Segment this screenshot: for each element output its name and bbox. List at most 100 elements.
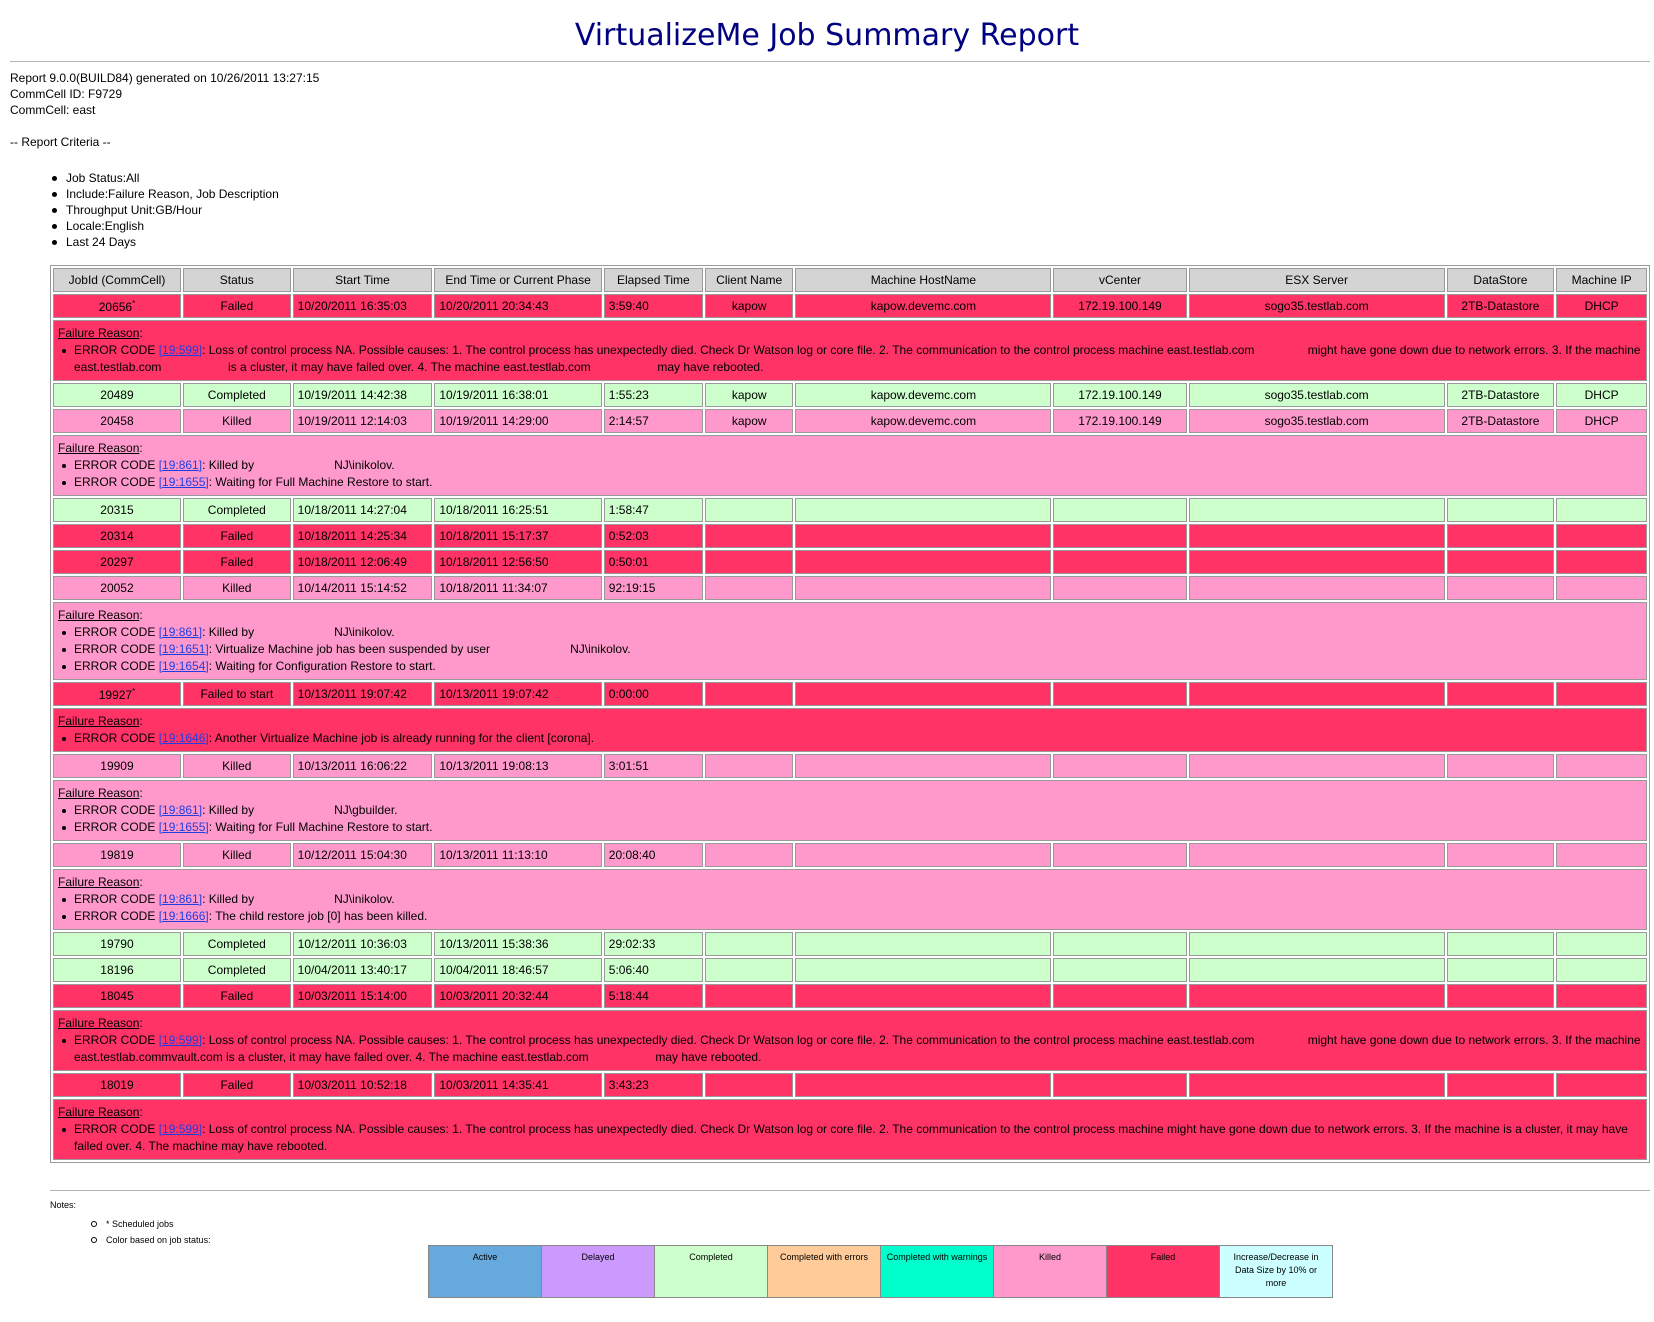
note-item: * Scheduled jobs [90,1216,211,1232]
error-code-link[interactable]: [19:861] [158,625,203,639]
job-id-text: 19909 [100,759,134,773]
start-time-cell: 10/03/2011 15:14:00 [292,984,433,1008]
error-message: : Killed by NJ\inikolov. [202,892,395,906]
title-divider [10,61,1650,62]
criteria-item: Job Status:All [50,170,279,186]
error-code-link[interactable]: [19:1655] [158,475,209,489]
job-id-text: 20656 [98,299,133,314]
status-cell: Killed [182,409,291,433]
column-header-datastore[interactable]: DataStore [1446,268,1555,292]
error-list: ERROR CODE [19:861]: Killed by NJ\inikol… [58,457,1642,491]
note-item: Color based on job status: [90,1232,211,1248]
column-header-jobid[interactable]: JobId (CommCell) [53,268,181,292]
error-code-link[interactable]: [19:599] [158,1033,203,1047]
failure-reason-cell: Failure Reason: ERROR CODE [19:599]: Loss… [53,1099,1647,1160]
failure-reason-heading: Failure Reason: [58,1105,143,1119]
column-header-start-time[interactable]: Start Time [292,268,433,292]
end-time-cell: 10/18/2011 11:34:07 [434,576,602,600]
error-code-value: 19:861 [162,892,199,906]
machine-hostname-cell [795,550,1052,574]
error-code-value: 19:861 [162,803,199,817]
status-cell: Failed [182,1073,291,1097]
column-header-machine-hostname[interactable]: Machine HostName [795,268,1052,292]
table-row: 19927* Failed to start 10/13/2011 19:07:42… [53,682,1647,706]
datastore-cell [1446,932,1555,956]
esx-server-cell [1188,1073,1445,1097]
machine-hostname-cell [795,682,1052,706]
criteria-item: Throughput Unit:GB/Hour [50,202,279,218]
esx-server-cell [1188,958,1445,982]
error-code-link[interactable]: [19:1666] [158,909,209,923]
job-id-text: 20458 [100,414,134,428]
datastore-cell [1446,984,1555,1008]
elapsed-time-cell: 3:01:51 [603,754,703,778]
error-message: : Virtualize Machine job has been suspen… [208,642,631,656]
column-header-status[interactable]: Status [182,268,291,292]
error-message: : Killed by NJ\inikolov. [202,458,395,472]
esx-server-cell [1188,576,1445,600]
error-code-link[interactable]: [19:599] [158,1122,203,1136]
job-id-cell: 19819 [53,843,181,867]
status-cell: Killed [182,576,291,600]
error-code-link[interactable]: [19:1651] [158,642,209,656]
vcenter-cell [1053,576,1187,600]
vcenter-cell: 172.19.100.149 [1053,294,1187,318]
job-id-cell: 20489 [53,383,181,407]
job-id-cell: 20297 [53,550,181,574]
error-item: ERROR CODE [19:861]: Killed by NJ\inikol… [58,891,1642,908]
error-message: : Killed by NJ\gbuilder. [202,803,398,817]
column-header-machine-ip[interactable]: Machine IP [1556,268,1647,292]
failure-reason-heading: Failure Reason: [58,326,143,340]
end-time-cell: 10/04/2011 18:46:57 [434,958,602,982]
job-id-text: 20052 [100,581,134,595]
end-time-cell: 10/13/2011 19:07:42 [434,682,602,706]
criteria-item: Include:Failure Reason, Job Description [50,186,279,202]
datastore-cell [1446,754,1555,778]
failure-reason-heading: Failure Reason: [58,714,143,728]
legend-swatch: Failed [1106,1245,1220,1298]
elapsed-time-cell: 20:08:40 [603,843,703,867]
datastore-cell: 2TB-Datastore [1446,294,1555,318]
job-id-text: 20297 [100,555,134,569]
table-row: 20458 Killed 10/19/2011 12:14:03 10/19/2011… [53,409,1647,433]
error-code-link[interactable]: [19:1646] [158,731,209,745]
error-code-label: ERROR CODE [74,458,156,472]
error-code-value: 19:1646 [162,731,206,745]
notes-label: Notes: [50,1200,77,1210]
error-message: : Loss of control process NA. Possible c… [74,1122,1632,1153]
column-header-end-time[interactable]: End Time or Current Phase [434,268,602,292]
column-header-esx-server[interactable]: ESX Server [1188,268,1445,292]
error-code-link[interactable]: [19:861] [158,892,203,906]
error-code-label: ERROR CODE [74,820,156,834]
column-header-client-name[interactable]: Client Name [704,268,794,292]
error-item: ERROR CODE [19:1655]: Waiting for Full M… [58,474,1642,491]
error-code-link[interactable]: [19:1655] [158,820,209,834]
legend-swatch: Delayed [541,1245,655,1298]
table-row: 20297 Failed 10/18/2011 12:06:49 10/18/2011… [53,550,1647,574]
elapsed-time-cell: 5:06:40 [603,958,703,982]
elapsed-time-cell: 1:58:47 [603,498,703,522]
job-id-text: 19819 [100,848,134,862]
start-time-cell: 10/14/2011 15:14:52 [292,576,433,600]
client-name-cell [704,932,794,956]
error-list: ERROR CODE [19:861]: Killed by NJ\inikol… [58,624,1642,675]
failure-reason-label: Failure Reason [58,326,140,340]
error-code-value: 19:861 [162,458,199,472]
machine-hostname-cell [795,984,1052,1008]
vcenter-cell [1053,524,1187,548]
datastore-cell [1446,843,1555,867]
end-time-cell: 10/18/2011 15:17:37 [434,524,602,548]
error-code-value: 19:1651 [162,642,206,656]
failure-reason-cell: Failure Reason: ERROR CODE [19:1646]: Ano… [53,708,1647,752]
error-code-link[interactable]: [19:1654] [158,659,209,673]
machine-ip-cell [1556,754,1647,778]
table-row: 20314 Failed 10/18/2011 14:25:34 10/18/2011… [53,524,1647,548]
report-criteria-list: Job Status:All Include:Failure Reason, J… [50,170,279,250]
column-header-vcenter[interactable]: vCenter [1053,268,1187,292]
failure-reason-cell: Failure Reason: ERROR CODE [19:861]: Kill… [53,869,1647,930]
error-code-link[interactable]: [19:861] [158,803,203,817]
error-code-link[interactable]: [19:861] [158,458,203,472]
error-code-link[interactable]: [19:599] [158,343,203,357]
column-header-elapsed-time[interactable]: Elapsed Time [603,268,703,292]
vcenter-cell [1053,550,1187,574]
